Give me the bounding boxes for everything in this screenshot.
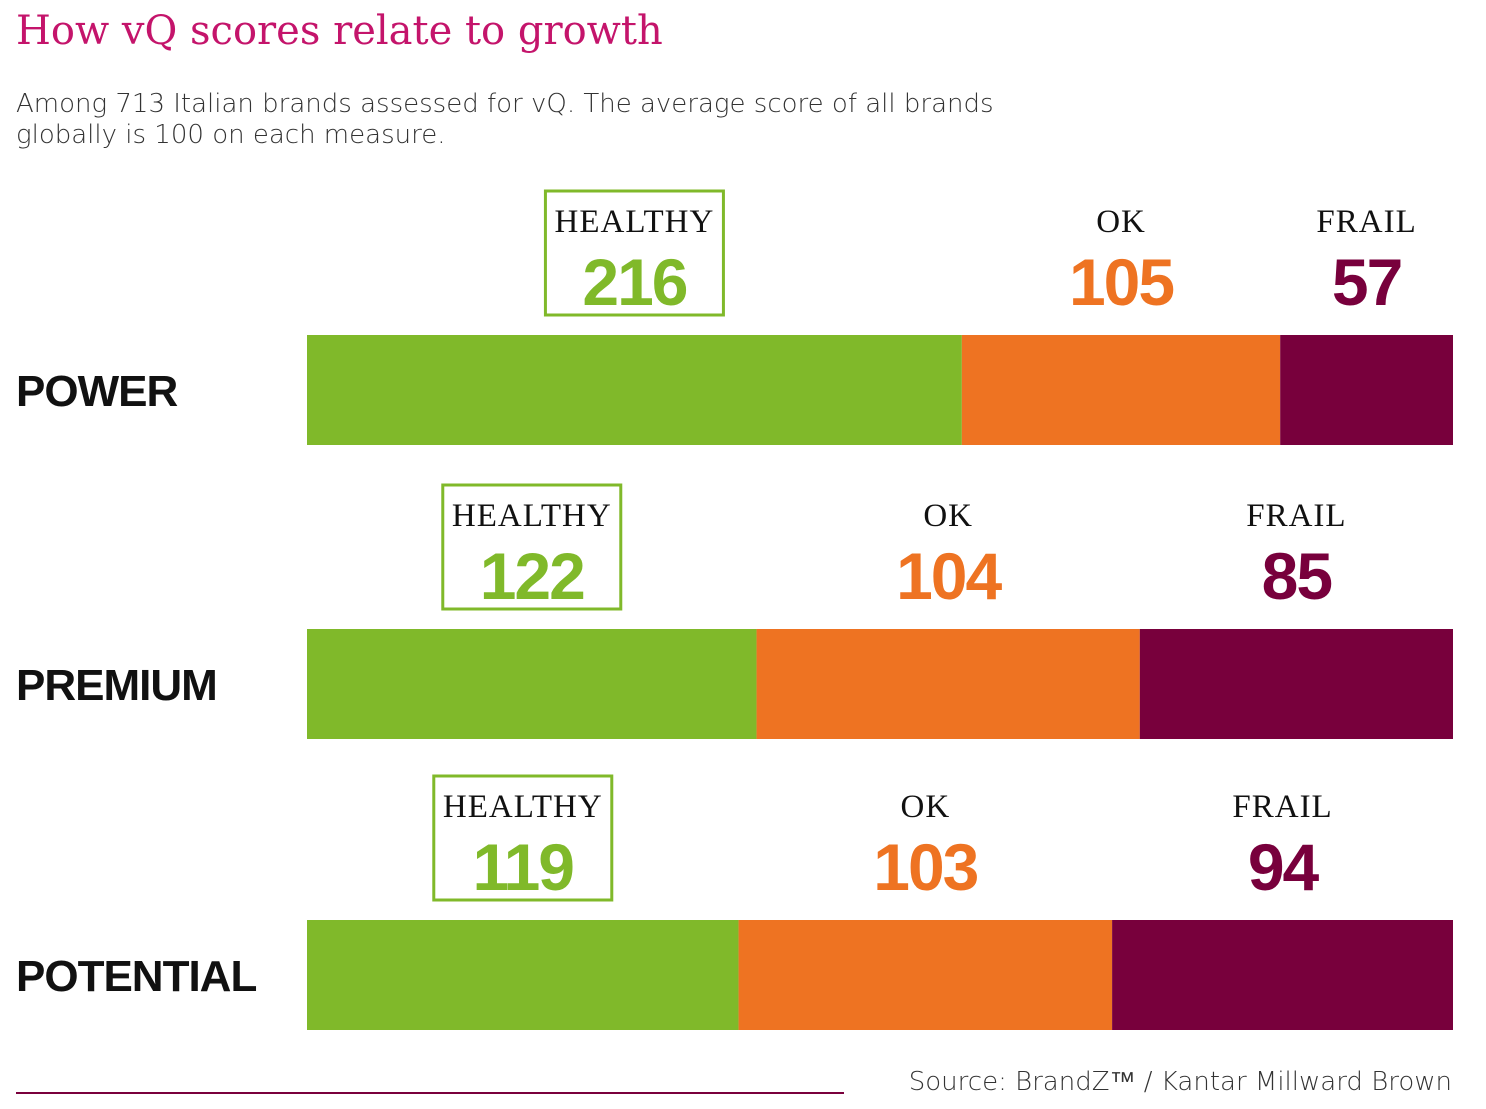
segment-value-power-ok: 105 <box>1069 245 1173 319</box>
chart-title: How vQ scores relate to growth <box>16 8 663 54</box>
row-label-power: POWER <box>16 367 177 416</box>
bar-segment-premium-healthy <box>307 629 757 739</box>
segment-label-power-healthy: HEALTHY <box>555 204 715 240</box>
segment-label-potential-ok: OK <box>900 789 950 825</box>
bar-segment-potential-ok <box>738 920 1113 1030</box>
row-label-premium: PREMIUM <box>16 661 217 710</box>
segment-label-potential-frail: FRAIL <box>1232 789 1332 825</box>
segment-value-potential-ok: 103 <box>873 830 977 904</box>
bar-segment-potential-healthy <box>307 920 739 1030</box>
segment-value-potential-frail: 94 <box>1248 830 1320 904</box>
segment-value-premium-healthy: 122 <box>480 539 584 613</box>
segment-label-power-ok: OK <box>1096 204 1146 240</box>
segment-label-premium-ok: OK <box>923 498 973 534</box>
segment-label-premium-frail: FRAIL <box>1246 498 1346 534</box>
segment-value-premium-ok: 104 <box>896 539 1002 613</box>
bar-segment-potential-frail <box>1112 920 1453 1030</box>
segment-value-potential-healthy: 119 <box>473 830 574 904</box>
bar-segment-premium-ok <box>756 629 1140 739</box>
segment-value-power-frail: 57 <box>1332 245 1401 319</box>
bar-segment-power-ok <box>961 335 1281 445</box>
segment-label-potential-healthy: HEALTHY <box>443 789 603 825</box>
bar-segment-power-frail <box>1280 335 1453 445</box>
segment-label-premium-healthy: HEALTHY <box>452 498 612 534</box>
bar-segment-power-healthy <box>307 335 962 445</box>
highlight-box-premium <box>441 483 623 611</box>
segment-value-premium-frail: 85 <box>1262 539 1332 613</box>
segment-value-power-healthy: 216 <box>582 245 686 319</box>
source-note: Source: BrandZ™ / Kantar Millward Brown <box>908 1067 1452 1097</box>
footer-rule <box>16 1092 844 1094</box>
chart-subtitle: Among 713 Italian brands assessed for vQ… <box>16 89 994 150</box>
bar-segment-premium-frail <box>1139 629 1453 739</box>
row-label-potential: POTENTIAL <box>16 952 256 1001</box>
highlight-box-potential <box>432 774 614 902</box>
segment-label-power-frail: FRAIL <box>1316 204 1416 240</box>
highlight-box-power <box>543 189 725 317</box>
